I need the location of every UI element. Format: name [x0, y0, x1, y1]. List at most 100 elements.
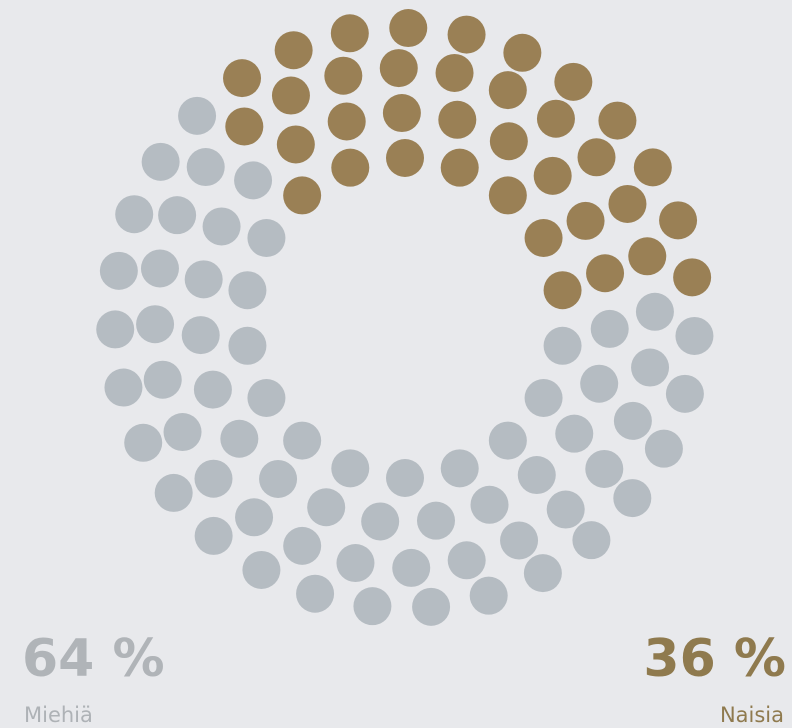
dot	[181, 316, 220, 355]
dot	[324, 56, 363, 95]
dot	[673, 258, 712, 297]
dot	[517, 456, 556, 495]
dot	[665, 374, 704, 413]
dot	[633, 148, 672, 187]
dot	[500, 521, 539, 560]
dot	[259, 459, 298, 498]
dot	[435, 53, 474, 92]
dot	[223, 59, 262, 98]
dot	[438, 100, 477, 139]
dot	[124, 423, 163, 462]
dot	[104, 368, 143, 407]
value-label: 64 %	[22, 629, 165, 689]
dot	[141, 142, 180, 181]
dot	[136, 305, 175, 344]
dot	[469, 576, 508, 615]
dot	[115, 195, 154, 234]
dot	[327, 102, 366, 141]
dot	[276, 125, 315, 164]
dot	[330, 14, 369, 53]
dot	[247, 219, 286, 257]
dot	[247, 379, 286, 417]
dot	[283, 176, 322, 215]
dot	[489, 122, 528, 161]
dot	[331, 449, 370, 488]
dot	[635, 292, 674, 331]
dot	[271, 76, 310, 115]
dot	[296, 574, 335, 613]
dot	[178, 96, 217, 135]
dot	[331, 148, 370, 187]
dot	[577, 138, 616, 177]
dot	[598, 101, 637, 140]
dot	[412, 587, 451, 626]
dot	[554, 62, 593, 101]
dot	[416, 501, 455, 540]
dot	[336, 544, 375, 583]
category-label: Naisia	[720, 703, 784, 727]
dot	[590, 309, 629, 348]
dot	[194, 459, 233, 498]
dot	[566, 201, 605, 240]
dot	[193, 370, 232, 409]
dot	[659, 201, 698, 240]
dot	[543, 326, 582, 365]
dot	[524, 379, 563, 417]
dot	[361, 502, 400, 541]
dot	[234, 161, 273, 200]
dot	[283, 526, 322, 565]
dot	[382, 94, 421, 133]
dot	[283, 421, 322, 460]
dot	[235, 498, 274, 537]
dot	[533, 156, 572, 195]
dot	[523, 554, 562, 593]
dot	[379, 49, 418, 88]
dot	[675, 316, 714, 355]
dot	[586, 254, 625, 293]
dot	[225, 107, 264, 146]
dot	[158, 196, 197, 235]
dot	[202, 207, 241, 246]
dot	[307, 488, 346, 527]
dot	[543, 271, 582, 310]
dot	[447, 15, 486, 54]
dot	[220, 419, 259, 458]
dot	[572, 521, 611, 560]
dot	[392, 548, 431, 587]
dot	[274, 31, 313, 70]
dot	[154, 473, 193, 512]
dot	[631, 348, 670, 387]
dot	[228, 271, 267, 310]
dot	[644, 429, 683, 468]
dot	[488, 421, 527, 460]
dot	[546, 490, 585, 529]
value-label: 36 %	[643, 629, 786, 689]
dot	[447, 541, 486, 580]
dot	[440, 449, 479, 488]
dot	[353, 587, 392, 626]
dot	[184, 260, 223, 299]
dot	[555, 414, 594, 453]
dot	[488, 71, 527, 110]
dot	[96, 310, 135, 349]
dot	[503, 33, 542, 72]
dot	[242, 550, 281, 589]
dot	[613, 479, 652, 518]
dot	[99, 251, 138, 290]
dot	[628, 237, 667, 276]
dot	[440, 148, 479, 187]
dot	[608, 184, 647, 223]
dot	[143, 360, 182, 399]
dot	[613, 401, 652, 440]
dot	[386, 459, 424, 497]
dot	[194, 516, 233, 555]
dot	[524, 219, 563, 257]
dot	[163, 413, 202, 452]
dot	[228, 326, 267, 365]
dot	[140, 249, 179, 288]
dot	[536, 99, 575, 138]
category-label: Miehiä	[24, 703, 93, 727]
dot	[470, 485, 509, 524]
dot	[389, 9, 428, 48]
